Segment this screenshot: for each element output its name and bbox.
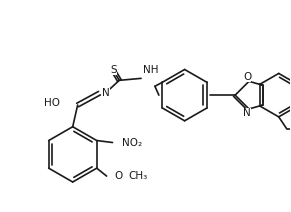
Text: O: O [115, 171, 123, 181]
Text: CH₃: CH₃ [128, 171, 148, 181]
Text: S: S [110, 66, 117, 75]
Text: O: O [243, 72, 251, 82]
Text: NO₂: NO₂ [123, 138, 143, 148]
Text: NH: NH [143, 66, 159, 75]
Text: N: N [243, 108, 251, 118]
Text: HO: HO [44, 98, 60, 108]
Text: N: N [102, 88, 110, 98]
